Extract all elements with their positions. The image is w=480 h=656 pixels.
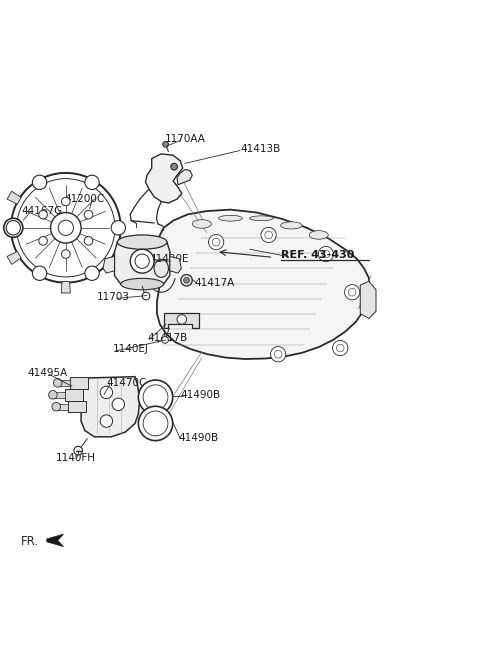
- Ellipse shape: [154, 259, 168, 277]
- Text: 1140EJ: 1140EJ: [113, 344, 148, 354]
- Circle shape: [11, 173, 120, 283]
- Polygon shape: [58, 380, 70, 386]
- Circle shape: [208, 234, 224, 250]
- Polygon shape: [103, 256, 115, 273]
- Text: 41417B: 41417B: [147, 333, 187, 344]
- Ellipse shape: [117, 235, 167, 249]
- Circle shape: [171, 163, 178, 170]
- Polygon shape: [81, 377, 140, 437]
- Circle shape: [61, 250, 70, 258]
- Text: 1170AA: 1170AA: [165, 134, 205, 144]
- Circle shape: [112, 398, 124, 411]
- Circle shape: [85, 266, 99, 280]
- Text: 41490B: 41490B: [180, 390, 220, 400]
- Ellipse shape: [250, 216, 274, 220]
- Polygon shape: [145, 154, 183, 203]
- Polygon shape: [177, 169, 192, 185]
- Circle shape: [100, 415, 113, 427]
- Circle shape: [61, 197, 70, 206]
- Circle shape: [333, 340, 348, 356]
- Circle shape: [163, 142, 168, 147]
- Text: 41420E: 41420E: [149, 254, 189, 264]
- Text: 44167G: 44167G: [22, 206, 63, 216]
- Circle shape: [318, 247, 334, 262]
- Polygon shape: [65, 389, 83, 401]
- Text: 41495A: 41495A: [28, 368, 68, 379]
- Circle shape: [271, 346, 286, 362]
- Circle shape: [74, 446, 83, 455]
- Circle shape: [4, 218, 23, 237]
- Polygon shape: [7, 251, 21, 264]
- Circle shape: [33, 266, 47, 280]
- Circle shape: [39, 211, 48, 219]
- Circle shape: [181, 275, 192, 286]
- Polygon shape: [47, 534, 63, 546]
- Polygon shape: [56, 404, 68, 409]
- Circle shape: [85, 175, 99, 190]
- Polygon shape: [164, 313, 199, 328]
- Text: 41413B: 41413B: [240, 144, 280, 154]
- Circle shape: [184, 277, 190, 283]
- Ellipse shape: [218, 215, 242, 221]
- Circle shape: [6, 220, 21, 235]
- Circle shape: [84, 237, 93, 245]
- Circle shape: [138, 406, 173, 441]
- Ellipse shape: [309, 231, 328, 239]
- Polygon shape: [170, 256, 181, 273]
- Polygon shape: [68, 401, 86, 413]
- Text: 41470C: 41470C: [107, 378, 147, 388]
- Ellipse shape: [192, 220, 211, 228]
- Ellipse shape: [120, 278, 164, 290]
- Circle shape: [177, 315, 187, 324]
- Circle shape: [100, 386, 113, 399]
- Text: 41200C: 41200C: [65, 194, 105, 204]
- Circle shape: [130, 249, 154, 273]
- Ellipse shape: [281, 222, 302, 229]
- Circle shape: [111, 220, 125, 235]
- Text: 1140FH: 1140FH: [55, 453, 96, 462]
- Text: 41417A: 41417A: [195, 277, 235, 288]
- Polygon shape: [7, 191, 21, 204]
- Text: 11703: 11703: [97, 292, 130, 302]
- Polygon shape: [70, 377, 88, 388]
- Circle shape: [48, 390, 57, 399]
- Circle shape: [84, 211, 93, 219]
- Circle shape: [162, 337, 168, 343]
- Circle shape: [33, 175, 47, 190]
- Text: FR.: FR.: [21, 535, 38, 548]
- Circle shape: [138, 380, 173, 415]
- Polygon shape: [360, 281, 376, 318]
- Circle shape: [345, 285, 360, 300]
- Polygon shape: [53, 392, 65, 398]
- Polygon shape: [115, 242, 170, 284]
- Polygon shape: [61, 281, 71, 293]
- Circle shape: [261, 228, 276, 243]
- Circle shape: [39, 237, 48, 245]
- Circle shape: [53, 379, 62, 387]
- Text: REF. 43-430: REF. 43-430: [281, 250, 354, 260]
- Circle shape: [52, 402, 60, 411]
- Text: 41490B: 41490B: [178, 433, 218, 443]
- Circle shape: [142, 292, 150, 300]
- Polygon shape: [157, 210, 370, 359]
